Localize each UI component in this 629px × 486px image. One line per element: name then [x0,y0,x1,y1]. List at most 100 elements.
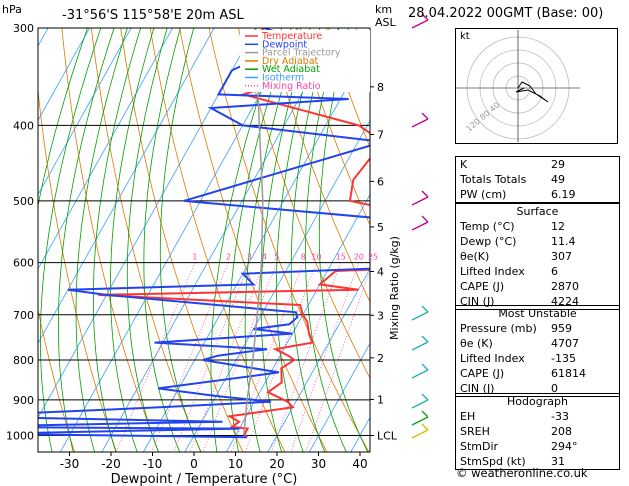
legend-entry: Mixing Ratio [262,81,321,92]
hodograph-unit: kt [460,31,470,42]
surface-row: Temp (°C) 12 [460,220,565,233]
mixing-ratio-label: 4 [262,253,267,262]
wind-barb [411,221,429,231]
mixing-ratio-label: 3 [247,253,252,262]
wet-adiabat [290,28,330,452]
x-tick-label: 10 [228,457,243,471]
wind-barb [411,341,429,351]
surface-table: Surface Temp (°C) 12 Dewp (°C) 11.4 θe(K) 3… [455,203,620,310]
mixing-ratio-label: 5 [274,253,279,262]
wind-barb-flag [421,363,429,371]
x-tick-label: -30 [60,457,80,471]
dry-adiabat [208,28,370,452]
pressure-tick-label: 1000 [6,429,34,442]
km-tick-label: LCL [377,429,398,442]
pressure-tick-label: 400 [13,119,34,132]
km-tick-label: 7 [377,129,384,142]
copyright-footer: © weatheronline.co.uk [456,466,588,480]
surface-row: Lifted Index 6 [460,265,558,278]
isotherm [38,28,49,47]
wind-barb-flag [421,215,429,223]
wet-adiabat [38,28,88,208]
location-header: -31°56'S 115°58'E 20m ASL [62,8,244,23]
dry-adiabat [238,28,370,379]
hodograph-row: StmDir 294° [460,440,578,453]
mixing-ratio-line [245,262,317,452]
most-unstable-row: Pressure (mb) 959 [460,322,572,335]
km-tick-label: 8 [377,81,384,94]
surface-row: CAPE (J) 2870 [460,280,579,293]
hodograph-trace [515,81,549,103]
wind-barb [411,429,429,439]
km-tick-label: 3 [377,309,384,322]
mixing-ratio-line [151,262,229,452]
mixing-ratio-line [290,262,360,452]
legend-entry: Wet Adiabat [262,64,320,75]
isotherm [0,28,7,452]
series-temperature [98,28,370,438]
hodograph-table-title: Hodograph [507,395,568,408]
wind-barb-flag [421,13,429,21]
mixing-ratio-line [305,269,370,452]
mixing-ratio-label: 10 [311,253,321,262]
mixing-ratio-label: 20 [354,253,364,262]
x-tick-label: 40 [352,457,367,471]
surface-row: CIN (J) 4224 [460,295,579,308]
wet-adiabat [126,28,168,452]
wet-adiabat [58,28,115,452]
wind-barb-flag [421,423,429,431]
isotherm [308,342,370,452]
isotherm [225,193,370,452]
isotherm [38,28,132,196]
x-tick-label: 0 [190,457,198,471]
km-tick-label: 1 [377,393,384,406]
mixing-ratio-line [231,262,304,452]
km-tick-label: 2 [377,352,384,365]
indices-table: K 29 Totals Totals 49 PW (cm) 6.19 [455,156,620,203]
sounding-lines [38,28,370,439]
wind-barb-flag [421,410,429,418]
mixing-ratio-label: 2 [226,253,231,262]
wind-barb [411,311,429,321]
pressure-tick-label: 800 [13,354,34,367]
index-row-totals: Totals Totals 49 [460,173,565,186]
wind-barb [411,399,429,409]
wind-barb-flag [421,305,429,313]
km-unit-label: km [375,3,392,16]
pressure-tick-label: 500 [13,195,34,208]
wet-adiabat [75,28,128,452]
wet-adiabat [110,28,155,452]
wet-adiabat [210,28,283,452]
legend-box [240,30,370,92]
most-unstable-row: θe (K) 4707 [460,337,579,350]
dry-adiabat [296,28,370,226]
dry-adiabat [38,307,75,452]
wet-adiabat [143,28,181,452]
surface-row: θe(K) 307 [460,250,572,263]
legend-entry: Isotherm [262,73,304,84]
isotherm [38,28,256,419]
x-axis-label: Dewpoint / Temperature (°C) [111,472,298,486]
most-unstable-row: CAPE (J) 61814 [460,367,586,380]
mixing-ratio-label: 1 [192,253,197,262]
wind-barb-flag [421,112,429,120]
mixing-ratio-axis-label: Mixing Ratio (g/kg) [388,236,401,340]
most-unstable-row: CIN (J) 0 [460,382,558,395]
plot-frame [37,27,371,453]
km-tick-label: 5 [377,221,384,234]
dry-adiabat [149,28,286,452]
wet-adiabat [159,28,202,452]
legend-entry: Temperature [261,31,322,42]
x-tick-label: 30 [311,457,326,471]
hpa-unit-label: hPa [2,3,22,16]
isotherm [38,28,215,345]
x-tick-label: -20 [101,457,121,471]
series-parcel-trajectory [243,28,264,436]
pressure-tick-label: 300 [13,22,34,35]
dry-adiabat [267,28,370,303]
series-dewpoint [38,28,370,439]
isotherm [38,28,173,270]
hodograph-row: SREH 208 [460,425,572,438]
mixing-ratio-label: 15 [336,253,346,262]
